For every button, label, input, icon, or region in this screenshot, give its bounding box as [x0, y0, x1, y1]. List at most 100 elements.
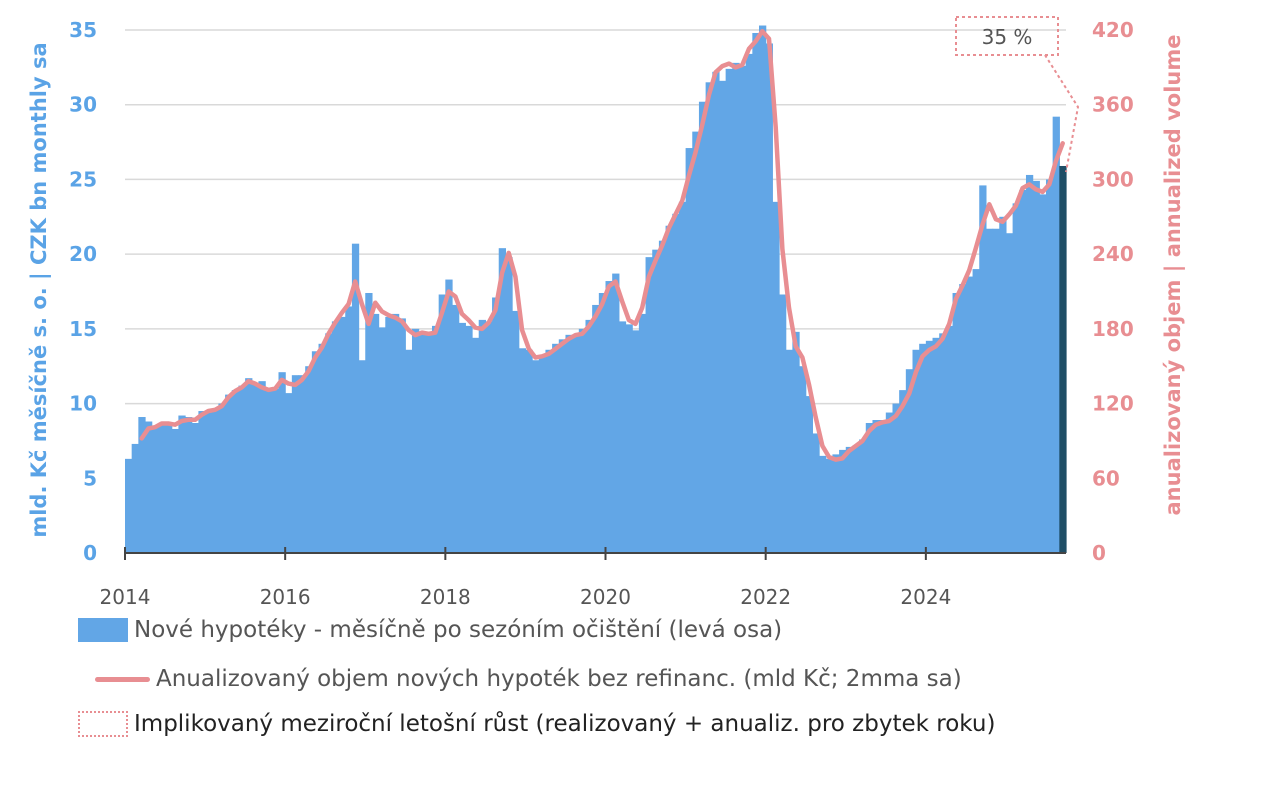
- bar: [999, 216, 1007, 554]
- bar: [405, 349, 413, 553]
- annotation-leader: [1044, 54, 1080, 173]
- x-tick-label: 2018: [420, 585, 471, 609]
- bar: [718, 80, 727, 553]
- right-ticks: 0 60 120 180 240 300 360 420: [1092, 18, 1134, 565]
- bar: [585, 319, 593, 553]
- bar: [665, 225, 673, 553]
- left-tick-label: 20: [69, 242, 97, 266]
- bar: [839, 449, 847, 553]
- bar: [612, 273, 620, 553]
- bar: [952, 292, 960, 553]
- legend-bar-swatch: [78, 618, 128, 642]
- bar: [1039, 194, 1047, 553]
- right-tick-label: 120: [1092, 392, 1134, 416]
- bar: [185, 417, 193, 553]
- bar: [418, 331, 426, 553]
- bar: [1012, 203, 1020, 553]
- bar: [832, 454, 840, 553]
- bar: [452, 304, 460, 553]
- bar: [605, 281, 613, 553]
- bar: [692, 131, 700, 554]
- bar: [772, 201, 780, 553]
- legend-line-swatch: [95, 676, 150, 682]
- bar: [738, 65, 747, 554]
- bar: [618, 321, 627, 553]
- bar: [265, 388, 273, 553]
- bar: [872, 420, 880, 553]
- bar: [358, 360, 366, 553]
- bar: [411, 328, 420, 553]
- bar: [959, 284, 967, 553]
- bar: [698, 101, 707, 553]
- bar: [472, 337, 480, 553]
- bar: [125, 458, 133, 553]
- bar: [431, 325, 440, 553]
- bar: [799, 366, 807, 553]
- annotation-label: 35 %: [982, 25, 1033, 49]
- bar: [985, 228, 994, 554]
- bar: [445, 279, 453, 553]
- legend-bar-label: Nové hypotéky - měsíčně po sezóním očišt…: [134, 617, 783, 643]
- bar: [518, 348, 527, 553]
- bar: [852, 445, 860, 553]
- x-tick-label: 2014: [100, 585, 151, 609]
- bar: [812, 433, 820, 553]
- bar: [885, 412, 894, 553]
- bar: [512, 310, 520, 553]
- bar: [351, 243, 360, 553]
- bar: [925, 340, 934, 553]
- bar: [785, 349, 793, 553]
- bar: [291, 375, 300, 553]
- bar: [879, 420, 887, 553]
- bar: [1005, 233, 1014, 553]
- bar: [632, 330, 640, 553]
- bar: [779, 294, 787, 553]
- bar: [645, 257, 653, 553]
- bar: [932, 337, 940, 553]
- right-tick-label: 180: [1092, 317, 1134, 341]
- bar: [525, 349, 533, 553]
- bar: [1059, 165, 1067, 554]
- bar: [912, 349, 920, 553]
- bar: [211, 409, 220, 553]
- legend-line-label: Anualizovaný objem nových hypoték bez re…: [156, 666, 962, 692]
- bar: [251, 382, 260, 553]
- bar: [385, 316, 393, 553]
- bar: [145, 421, 153, 553]
- bar: [592, 304, 600, 553]
- bar: [899, 390, 907, 553]
- right-tick-label: 240: [1092, 242, 1134, 266]
- left-tick-label: 35: [69, 18, 97, 42]
- left-tick-label: 5: [83, 466, 97, 490]
- bar: [371, 313, 380, 553]
- x-tick-label: 2022: [740, 585, 791, 609]
- legend-annotation: Implikovaný meziroční letošní růst (real…: [78, 711, 995, 737]
- bar: [859, 439, 867, 553]
- left-tick-label: 0: [83, 541, 97, 565]
- bar: [865, 423, 874, 553]
- bar: [231, 390, 240, 553]
- x-tick-label: 2024: [900, 585, 951, 609]
- right-tick-label: 300: [1092, 167, 1134, 191]
- bar: [298, 375, 306, 553]
- bar: [678, 201, 687, 553]
- bar: [532, 360, 540, 553]
- legend-line: Anualizovaný objem nových hypoték bez re…: [95, 666, 962, 692]
- bar: [171, 428, 179, 553]
- bar: [765, 43, 773, 553]
- bar: [505, 257, 513, 553]
- bar: [939, 333, 947, 553]
- bar: [638, 313, 647, 553]
- bar: [625, 324, 633, 553]
- right-tick-label: 420: [1092, 18, 1134, 42]
- bar: [278, 372, 286, 553]
- bar: [658, 240, 667, 553]
- bar: [285, 393, 293, 553]
- bar: [131, 443, 139, 553]
- left-tick-label: 15: [69, 317, 97, 341]
- left-tick-label: 10: [69, 392, 97, 416]
- bar: [425, 331, 433, 553]
- bar: [485, 321, 493, 553]
- bar: [191, 423, 200, 553]
